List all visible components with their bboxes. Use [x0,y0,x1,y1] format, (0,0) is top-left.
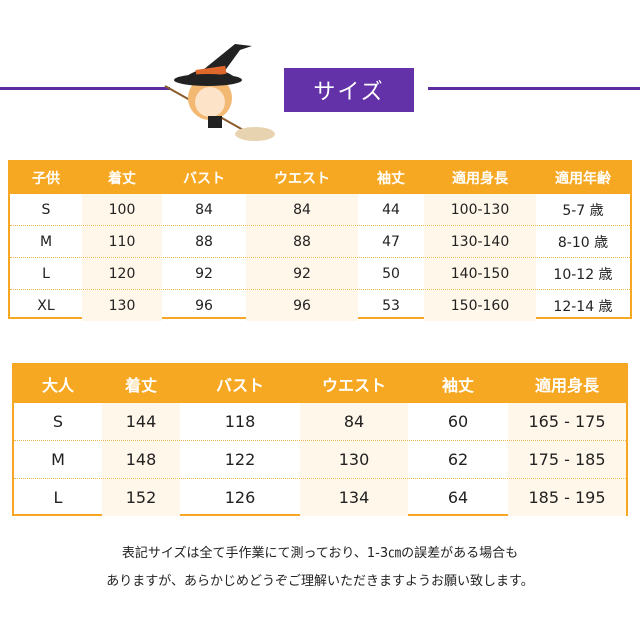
table-cell: 10-12 歳 [553,266,613,283]
table-cell: 84 [246,194,358,225]
table-cell: 140-150 [424,258,536,289]
header-cell: 適用年齢 [555,171,611,187]
table-cell: 110 [82,226,162,257]
table-row: S 100 84 84 44 100-130 5-7 歳 [10,194,630,225]
table-cell: 175 - 185 [508,441,626,478]
table-row: S 144 118 84 60 165 - 175 [14,403,626,440]
header-cell: 着丈 [108,171,136,187]
table-cell: 60 [447,412,469,431]
table-cell: 165 - 175 [508,403,626,440]
table-row: L 120 92 92 50 140-150 10-12 歳 [10,257,630,289]
table-cell: 134 [300,479,408,516]
table-cell: 84 [195,201,213,218]
table-body: S 144 118 84 60 165 - 175 M 148 122 130 62 175 - 18… [14,403,626,516]
table-cell: 47 [382,233,400,250]
table-row: L 152 126 134 64 185 - 195 [14,478,626,516]
table-cell: 100-130 [424,194,536,225]
kids-size-table: 子供 着丈 バスト ウエスト 袖丈 適用身長 適用年齢 S 100 84 84 44 100-130 5-… [8,160,632,321]
divider-left [0,87,170,90]
table-cell: S [41,201,51,218]
table-cell: 100 [82,194,162,225]
header-cell: 大人 [41,376,74,395]
table-cell: 120 [82,258,162,289]
table-cell: 152 [102,479,180,516]
table-cell: 148 [102,441,180,478]
header-cell: バスト [215,376,264,395]
header-cell: 適用身長 [534,376,599,395]
table-row: M 148 122 130 62 175 - 185 [14,440,626,478]
header-cell: 袖丈 [377,171,405,187]
table-cell: 88 [246,226,358,257]
header-cell: ウエスト [274,171,330,187]
table-cell: M [51,450,65,469]
header-cell: ウエスト [321,376,386,395]
table-cell: S [52,412,64,431]
header-cell: 子供 [32,171,60,187]
table-cell: L [53,488,63,507]
table-cell: 185 - 195 [508,479,626,516]
table-cell: 88 [195,233,213,250]
table-cell: 84 [300,403,408,440]
table-cell: M [39,233,53,250]
table-cell: 62 [447,450,469,469]
table-header-row: 大人 着丈 バスト ウエスト 袖丈 適用身長 [14,365,626,403]
table-cell: 5-7 歳 [562,202,604,219]
header-cell: 袖丈 [441,376,474,395]
table-cell: 126 [224,488,256,507]
table-cell: 130-140 [424,226,536,257]
table-cell: 130 [300,441,408,478]
table-cell: 44 [382,201,400,218]
table-row: M 110 88 88 47 130-140 8-10 歳 [10,225,630,257]
table-cell: 96 [195,297,213,314]
table-cell: 64 [447,488,469,507]
divider-right [428,87,640,90]
header-cell: 着丈 [124,376,157,395]
note-line-1: 表記サイズは全て手作業にて測っており、1-3㎝の誤差がある場合も [121,546,519,561]
table-cell: 118 [224,412,256,431]
table-cell: 144 [102,403,180,440]
table-cell: 96 [246,290,358,321]
table-cell: 150-160 [424,290,536,321]
table-cell: 122 [224,450,256,469]
note-line-2: ありますが、あらかじめどうぞご理解いただきますようお願い致します。 [106,574,534,589]
table-cell: 50 [382,265,400,282]
table-cell: L [42,265,50,282]
table-cell: 12-14 歳 [553,298,613,315]
table-cell: 53 [382,297,400,314]
table-cell: 92 [246,258,358,289]
table-cell: XL [37,297,55,314]
table-cell: 8-10 歳 [557,234,609,251]
table-row: XL 130 96 96 53 150-160 12-14 歳 [10,289,630,321]
table-body: S 100 84 84 44 100-130 5-7 歳 M 110 88 88 47 130-140 8… [10,194,630,321]
table-cell: 92 [195,265,213,282]
header-cell: 適用身長 [452,171,508,187]
witch-illustration [164,44,275,141]
header-cell: バスト [183,171,225,187]
table-cell: 130 [82,290,162,321]
table-header-row: 子供 着丈 バスト ウエスト 袖丈 適用身長 適用年齢 [10,162,630,194]
adult-size-table: 大人 着丈 バスト ウエスト 袖丈 適用身長 S 144 118 84 60 165 - 175 M 14… [12,363,628,516]
size-title: サイズ [284,68,414,112]
